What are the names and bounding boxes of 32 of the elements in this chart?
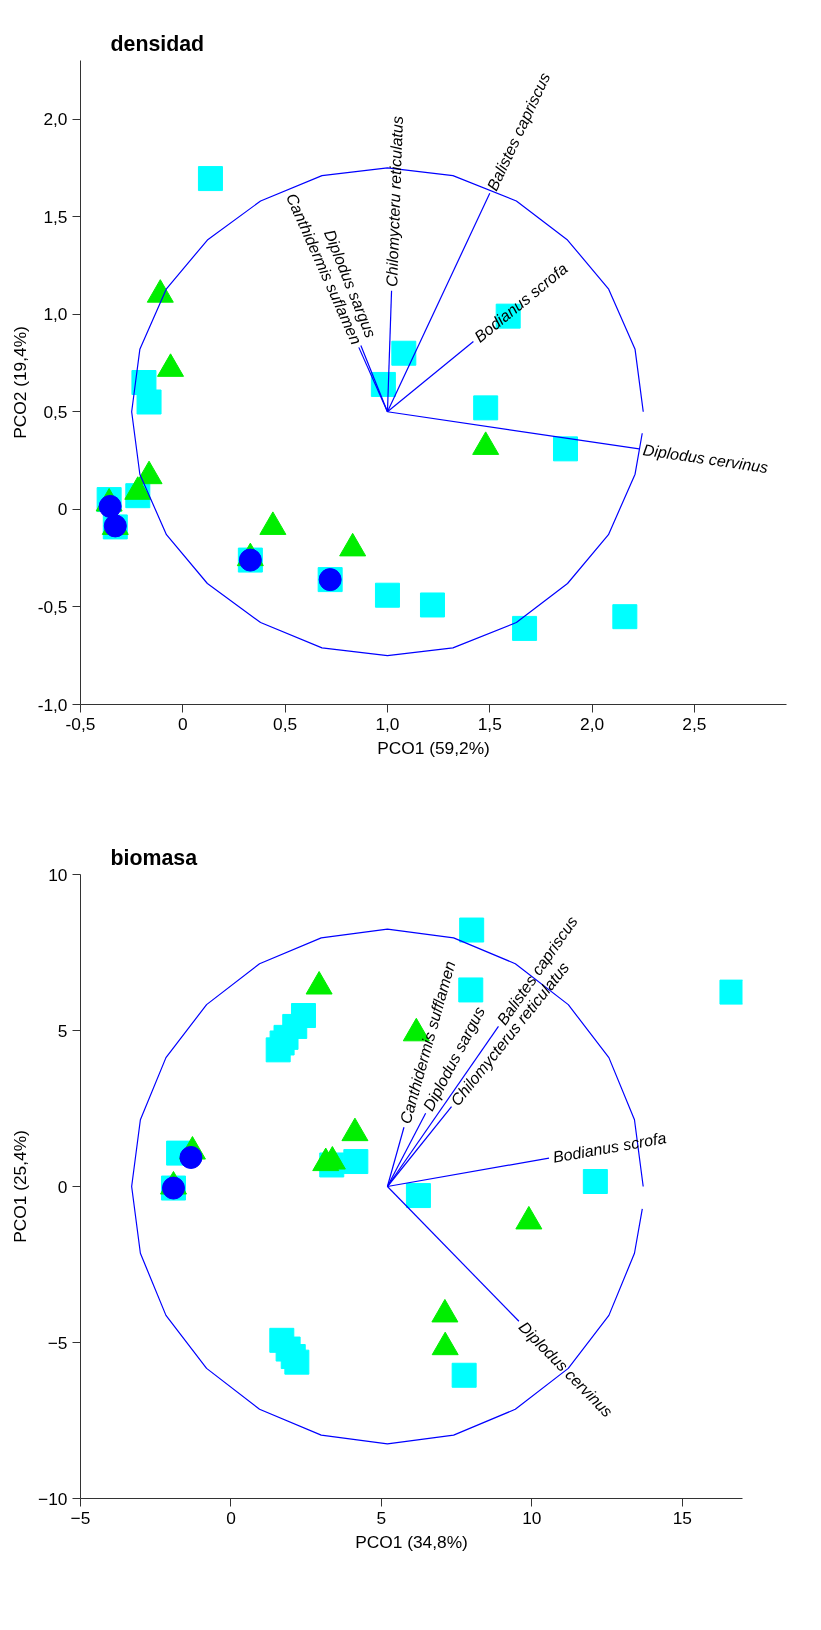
text: Chilomycteru reticulatus: [383, 115, 406, 288]
x-tick-label: 1,0: [375, 713, 400, 734]
y-tick-label: 0,5: [43, 401, 68, 422]
x-tick-label: 0: [178, 713, 188, 734]
text: Bodianus scrofa: [551, 1129, 668, 1166]
y-axis-title: PCO1 (25,4%): [10, 1130, 31, 1243]
y-tick-label: 1,5: [43, 206, 68, 227]
x-tick-label: 10: [522, 1507, 542, 1528]
x-tick-label: −5: [70, 1507, 91, 1528]
y-tick-label: 0: [57, 1176, 68, 1197]
y-axis-title: PCO2 (19,4%): [9, 326, 30, 439]
x-tick-label: 0,5: [273, 713, 298, 734]
x-axis-title: PCO1 (59,2%): [377, 737, 490, 758]
x-tick-label: 1,5: [477, 713, 502, 734]
x-axis-title: PCO1 (34,8%): [355, 1531, 468, 1552]
chart-title: biomasa: [110, 845, 198, 870]
y-tick-label: 10: [48, 864, 68, 885]
x-tick-label: 15: [672, 1507, 692, 1528]
y-tick-label: −5: [47, 1332, 68, 1353]
y-tick-label: −10: [38, 1488, 68, 1509]
y-tick-label: 5: [57, 1020, 68, 1041]
y-tick-label: -1,0: [37, 694, 68, 715]
chart-title: densidad: [110, 31, 205, 56]
y-tick-label: 1,0: [43, 304, 68, 325]
x-tick-label: 5: [376, 1507, 387, 1528]
y-tick-label: 2,0: [43, 109, 68, 130]
y-tick-label: -0,5: [37, 596, 68, 617]
y-tick-label: 0: [57, 499, 68, 520]
x-tick-label: 2,0: [580, 713, 605, 734]
text: Diplodus cervinus: [641, 441, 770, 477]
x-tick-label: 2,5: [682, 713, 707, 734]
x-tick-label: 0: [226, 1507, 236, 1528]
